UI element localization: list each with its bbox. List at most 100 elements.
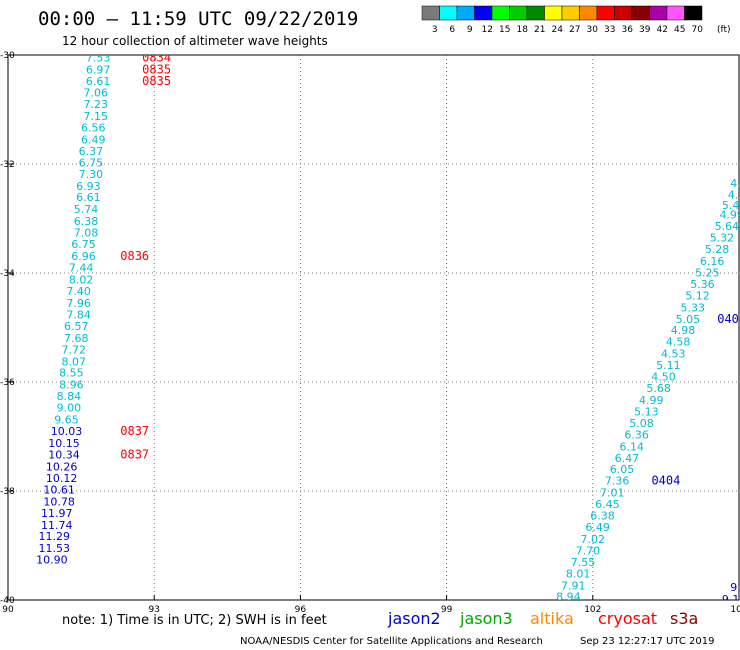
legend-label: 9 bbox=[467, 25, 473, 35]
wave-height-label: 6.75 bbox=[71, 238, 96, 251]
wave-height-label: 5.33 bbox=[680, 301, 705, 314]
pass-time-label: 0834 bbox=[142, 51, 171, 65]
pass-time-label: 0835 bbox=[142, 74, 171, 88]
wave-height-label: 5.64 bbox=[715, 220, 740, 233]
wave-height-label: 7.15 bbox=[83, 110, 108, 123]
sat-jason3: jason3 bbox=[459, 609, 513, 628]
wave-height-label: 7.96 bbox=[66, 297, 91, 310]
wave-height-label: 7.01 bbox=[600, 487, 625, 500]
note-text: note: 1) Time is in UTC; 2) SWH is in fe… bbox=[62, 613, 327, 628]
legend-swatch bbox=[684, 5, 703, 21]
wave-height-label: 9.65 bbox=[54, 414, 79, 427]
footer-center: NOAA/NESDIS Center for Satellite Applica… bbox=[240, 636, 543, 647]
wave-height-label: 4.50 bbox=[651, 371, 676, 384]
legend-swatch bbox=[649, 5, 668, 21]
wave-height-label: 6.93 bbox=[76, 180, 101, 193]
wave-height-label: 10.12 bbox=[46, 472, 78, 485]
wave-height-label: 6.14 bbox=[620, 440, 645, 453]
legend-swatch bbox=[596, 5, 615, 21]
wave-height-label: 7.70 bbox=[576, 544, 601, 557]
sat-jason2: jason2 bbox=[387, 609, 441, 628]
legend-label: 24 bbox=[552, 25, 564, 35]
y-tick-label: -30 bbox=[0, 51, 15, 61]
wave-height-label: 5.36 bbox=[690, 278, 715, 291]
wave-height-label: 9.98 bbox=[712, 616, 737, 629]
footer-timestamp: Sep 23 12:27:17 UTC 2019 bbox=[580, 636, 714, 647]
wave-height-label: 11.74 bbox=[41, 519, 73, 532]
wave-height-label: 5.68 bbox=[646, 382, 671, 395]
wave-height-label: 6.45 bbox=[595, 498, 620, 511]
wave-height-label: 5.11 bbox=[656, 359, 681, 372]
x-tick-label: 90 bbox=[2, 605, 14, 615]
grid-lines bbox=[8, 55, 739, 600]
legend-swatch bbox=[509, 5, 528, 21]
wave-height-label: 8.84 bbox=[57, 390, 82, 403]
wave-height-label: 5.32 bbox=[710, 232, 735, 245]
wave-height-label: 8.55 bbox=[59, 367, 84, 380]
pass-time-label: 0835 bbox=[142, 63, 171, 77]
wave-height-label: 6.36 bbox=[624, 428, 649, 441]
axis-ticks: 90 93 96 99 102 105 -30 -32 -34 -36 -38 -40 bbox=[0, 51, 740, 615]
legend-label: 18 bbox=[517, 25, 529, 35]
x-tick-label: 96 bbox=[295, 605, 307, 615]
legend-label: 42 bbox=[657, 25, 668, 35]
legend-swatch bbox=[526, 5, 545, 21]
legend-label: 45 bbox=[674, 25, 685, 35]
wave-height-label: 6.61 bbox=[86, 75, 111, 88]
y-tick-label: -40 bbox=[0, 596, 15, 606]
legend-swatch bbox=[439, 5, 458, 21]
wave-height-label: 5.25 bbox=[695, 266, 720, 279]
wave-height-label: 6.05 bbox=[610, 463, 635, 476]
wave-height-label: 5.74 bbox=[74, 203, 99, 216]
wave-height-label: 6.49 bbox=[585, 521, 610, 534]
legend-swatch bbox=[631, 5, 650, 21]
wave-height-label: 5.08 bbox=[629, 417, 654, 430]
sat-altika: altika bbox=[530, 609, 574, 628]
wave-height-label: 7.84 bbox=[66, 308, 91, 321]
wave-height-label: 7.53 bbox=[86, 52, 111, 65]
legend-swatch bbox=[579, 5, 598, 21]
x-tick-label: 105 bbox=[730, 605, 740, 615]
plot-frame bbox=[7, 54, 740, 601]
wave-height-label: 7.44 bbox=[69, 262, 94, 275]
legend-label: 6 bbox=[449, 25, 455, 35]
legend-unit: (ft) bbox=[717, 25, 731, 35]
legend-swatch bbox=[614, 5, 633, 21]
wave-height-label: 10.78 bbox=[43, 495, 75, 508]
wave-height-label: 7.72 bbox=[62, 343, 87, 356]
legend-label: 30 bbox=[587, 25, 599, 35]
legend-swatch bbox=[561, 5, 580, 21]
wave-height-label: 6.16 bbox=[700, 255, 725, 268]
legend-label: 33 bbox=[604, 25, 615, 35]
legend-swatch bbox=[666, 5, 685, 21]
pass-time-label: 0404 bbox=[651, 474, 680, 488]
color-legend: 3 6 9 12 15 18 21 24 27 30 33 36 39 42 45 70 bbox=[421, 5, 704, 35]
legend-label: 12 bbox=[482, 25, 493, 35]
data-marks: 7.536.976.617.067.237.156.566.496.376.75… bbox=[36, 51, 740, 650]
legend-label: 70 bbox=[692, 25, 704, 35]
pass-time-label: 0405 bbox=[717, 312, 740, 326]
y-tick-label: -32 bbox=[0, 160, 15, 170]
y-tick-label: -38 bbox=[0, 487, 15, 497]
wave-height-label: 6.61 bbox=[76, 191, 101, 204]
legend-label: 3 bbox=[432, 25, 438, 35]
y-tick-label: -36 bbox=[0, 378, 15, 388]
wave-height-label: 5.13 bbox=[634, 405, 659, 418]
legend-swatch bbox=[491, 5, 510, 21]
wave-height-label: 7.55 bbox=[571, 556, 596, 569]
wave-height-label: 9.15 bbox=[722, 593, 740, 606]
wave-height-label: 10.03 bbox=[51, 425, 83, 438]
legend-label: 21 bbox=[534, 25, 545, 35]
pass-time-label: 0403 bbox=[547, 636, 576, 650]
wave-height-label: 6.49 bbox=[81, 133, 106, 146]
wave-height-label: 8.07 bbox=[62, 355, 87, 368]
wave-height-label: 6.37 bbox=[79, 145, 104, 158]
wave-height-label: 4.99 bbox=[639, 394, 664, 407]
pass-time-label: 0837 bbox=[120, 447, 149, 461]
legend-swatch bbox=[456, 5, 475, 21]
wave-height-label: 4.53 bbox=[661, 348, 686, 361]
wave-height-label: 8.02 bbox=[69, 274, 94, 287]
wave-height-label: 8.01 bbox=[566, 567, 591, 580]
wave-height-label: 5.40 bbox=[722, 199, 740, 212]
